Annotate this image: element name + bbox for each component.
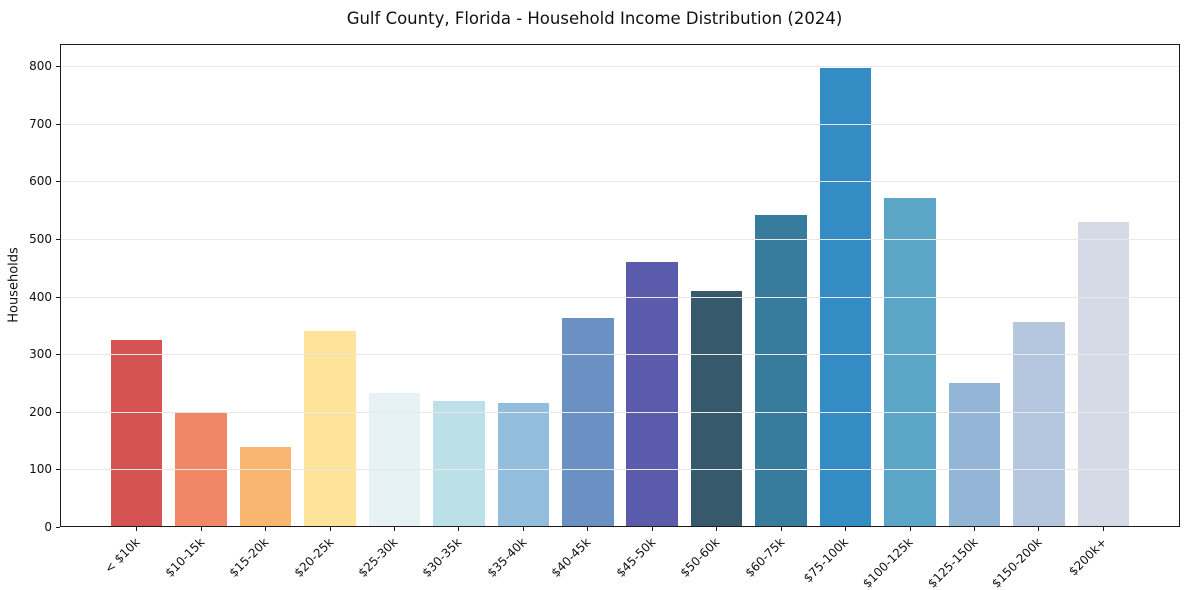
x-tick-mark-15 bbox=[1102, 527, 1104, 531]
x-tick-mark-10 bbox=[780, 527, 782, 531]
x-tick-mark-0 bbox=[136, 527, 138, 531]
x-tick-mark-11 bbox=[845, 527, 846, 531]
x-tick-label-2: $15-20k bbox=[226, 535, 272, 580]
y-tick-label-0: 0 bbox=[44, 520, 52, 534]
y-tick-mark-800 bbox=[56, 65, 60, 67]
gridline-800 bbox=[61, 65, 1179, 67]
x-tick-label-0: < $10k bbox=[101, 535, 143, 576]
x-tick-mark-13 bbox=[973, 527, 975, 531]
x-tick-mark-14 bbox=[1038, 527, 1040, 531]
x-tick-mark-9 bbox=[716, 527, 718, 531]
gridline-200 bbox=[61, 411, 1179, 413]
x-tick-mark-3 bbox=[329, 527, 331, 531]
y-tick-mark-600 bbox=[56, 181, 60, 183]
y-tick-mark-200 bbox=[56, 411, 60, 413]
bar-35-40k bbox=[497, 402, 550, 527]
x-tick-label-9: $50-60k bbox=[677, 535, 723, 580]
y-tick-label-500: 500 bbox=[29, 231, 52, 246]
x-tick-label-5: $30-35k bbox=[419, 535, 465, 580]
gridline-500 bbox=[61, 238, 1179, 240]
bar-50-60k bbox=[690, 290, 743, 527]
x-tick-label-14: $150-200k bbox=[989, 535, 1045, 590]
y-tick-mark-0 bbox=[56, 527, 60, 528]
x-tick-label-7: $40-45k bbox=[548, 535, 594, 580]
y-tick-label-100: 100 bbox=[29, 462, 52, 477]
plot-frame bbox=[60, 44, 1180, 527]
x-tick-mark-12 bbox=[909, 527, 911, 531]
x-tick-mark-2 bbox=[265, 527, 267, 531]
x-tick-mark-6 bbox=[522, 527, 524, 531]
y-tick-mark-500 bbox=[56, 238, 60, 240]
y-axis-label: Households bbox=[6, 247, 22, 323]
gridline-300 bbox=[61, 354, 1179, 356]
bar-15-20k bbox=[239, 447, 292, 527]
x-tick-label-11: $75-100k bbox=[801, 535, 852, 586]
bar-45-50k bbox=[626, 262, 678, 527]
x-tick-label-13: $125-150k bbox=[924, 535, 981, 590]
x-tick-mark-7 bbox=[587, 527, 589, 531]
gridline-400 bbox=[61, 296, 1179, 298]
bar-60-75k bbox=[755, 214, 807, 527]
x-tick-mark-5 bbox=[458, 527, 460, 531]
bar-125-150k bbox=[948, 382, 1001, 527]
y-tick-label-600: 600 bbox=[29, 174, 52, 189]
bar-20-25k bbox=[304, 331, 356, 527]
gridline-100 bbox=[61, 469, 1179, 471]
y-tick-label-400: 400 bbox=[29, 289, 52, 304]
x-tick-mark-8 bbox=[651, 527, 653, 531]
bar-25-30k bbox=[368, 392, 421, 527]
y-tick-label-300: 300 bbox=[29, 347, 52, 362]
y-tick-label-800: 800 bbox=[29, 58, 52, 73]
y-tick-mark-300 bbox=[56, 354, 60, 356]
chart-title: Gulf County, Florida - Household Income … bbox=[346, 9, 843, 28]
bar-150-200k bbox=[1013, 321, 1065, 527]
y-tick-mark-700 bbox=[56, 123, 60, 125]
x-tick-label-1: $10-15k bbox=[162, 535, 208, 580]
x-tick-label-8: $45-50k bbox=[613, 535, 659, 580]
y-tick-mark-400 bbox=[56, 296, 60, 298]
x-tick-label-4: $25-30k bbox=[355, 535, 401, 580]
x-tick-label-6: $35-40k bbox=[484, 535, 530, 580]
y-tick-mark-100 bbox=[56, 469, 60, 471]
x-tick-label-15: $200k+ bbox=[1065, 535, 1110, 579]
x-tick-mark-1 bbox=[200, 527, 202, 531]
bar-30-35k bbox=[433, 401, 485, 527]
x-tick-label-10: $60-75k bbox=[742, 535, 788, 580]
bar-10k bbox=[110, 339, 163, 527]
y-tick-label-200: 200 bbox=[29, 404, 52, 419]
x-tick-label-3: $20-25k bbox=[291, 535, 336, 580]
x-tick-label-12: $100-125k bbox=[860, 535, 916, 590]
gridline-600 bbox=[61, 181, 1179, 183]
bar-200k bbox=[1077, 222, 1130, 527]
bar-100-125k bbox=[884, 197, 936, 527]
bar-40-45k bbox=[562, 318, 614, 527]
y-tick-label-700: 700 bbox=[29, 116, 52, 131]
x-tick-mark-4 bbox=[394, 527, 395, 531]
gridline-700 bbox=[61, 123, 1179, 125]
